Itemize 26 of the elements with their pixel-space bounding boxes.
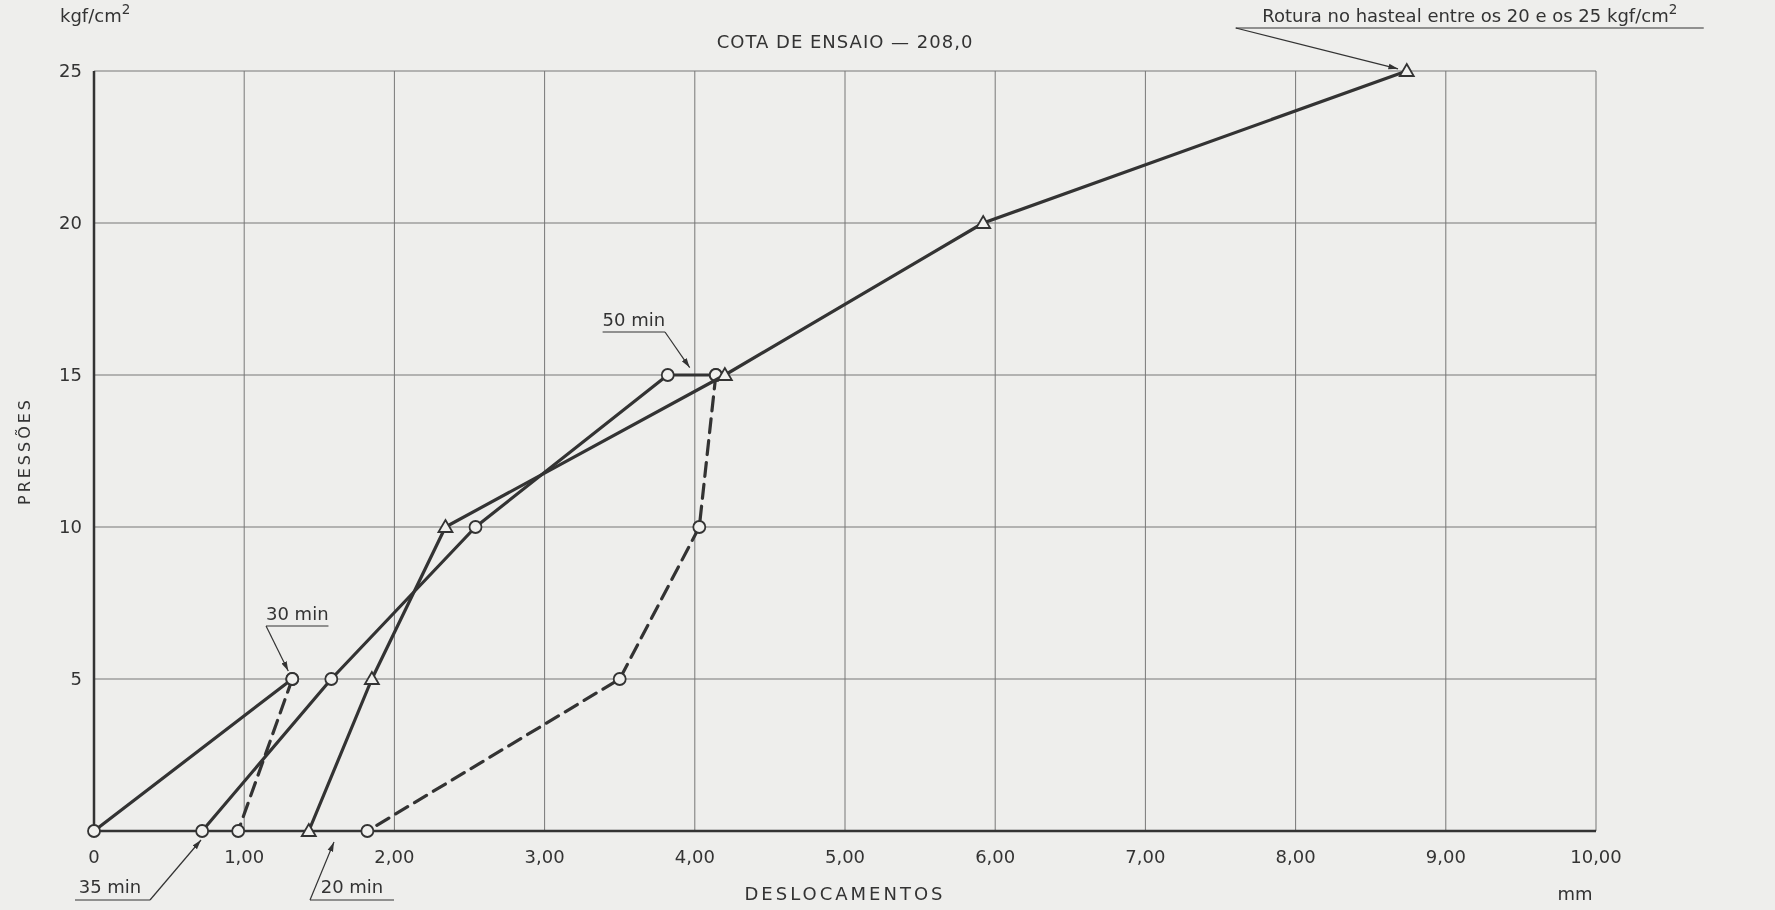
text: 20 min [320,876,384,897]
y-tick-label: 10 [59,516,82,537]
text: 35 min [78,876,142,897]
x-axis-title: DESLOCAMENTOS [744,883,946,904]
x-tick-label: 2,00 [374,846,415,867]
x-tick-label: 5,00 [824,846,866,867]
y-tick-label: 20 [59,212,82,233]
y-tick-label: 5 [70,668,82,689]
annotation: 30 min [265,603,329,624]
x-tick-label: 10,00 [1570,846,1622,867]
x-tick-label: 8,00 [1275,846,1316,867]
annotation: Rotura no hasteal entre os 20 e os 25 kgf/cm$^{2}$ [1262,1,1678,26]
x-tick-label: 0 [88,846,100,867]
x-tick-label: 1,00 [224,846,265,867]
y-tick-label: 15 [59,364,82,385]
text: mm [1557,883,1593,904]
x-tick-label: 7,00 [1125,846,1166,867]
x-tick-label: 3,00 [524,846,565,867]
y-axis-title: PRESSÕES [15,396,34,506]
annotation: 50 min [602,309,666,330]
x-tick-label: 6,00 [975,846,1016,867]
y-tick-label: 25 [59,60,82,81]
chart-title: COTA DE ENSAIO — 208,0 [716,31,974,52]
text: kgf/cm$^{2}$ [60,1,131,26]
x-tick-label: 4,00 [674,846,715,867]
x-tick-label: 9,00 [1425,846,1466,867]
